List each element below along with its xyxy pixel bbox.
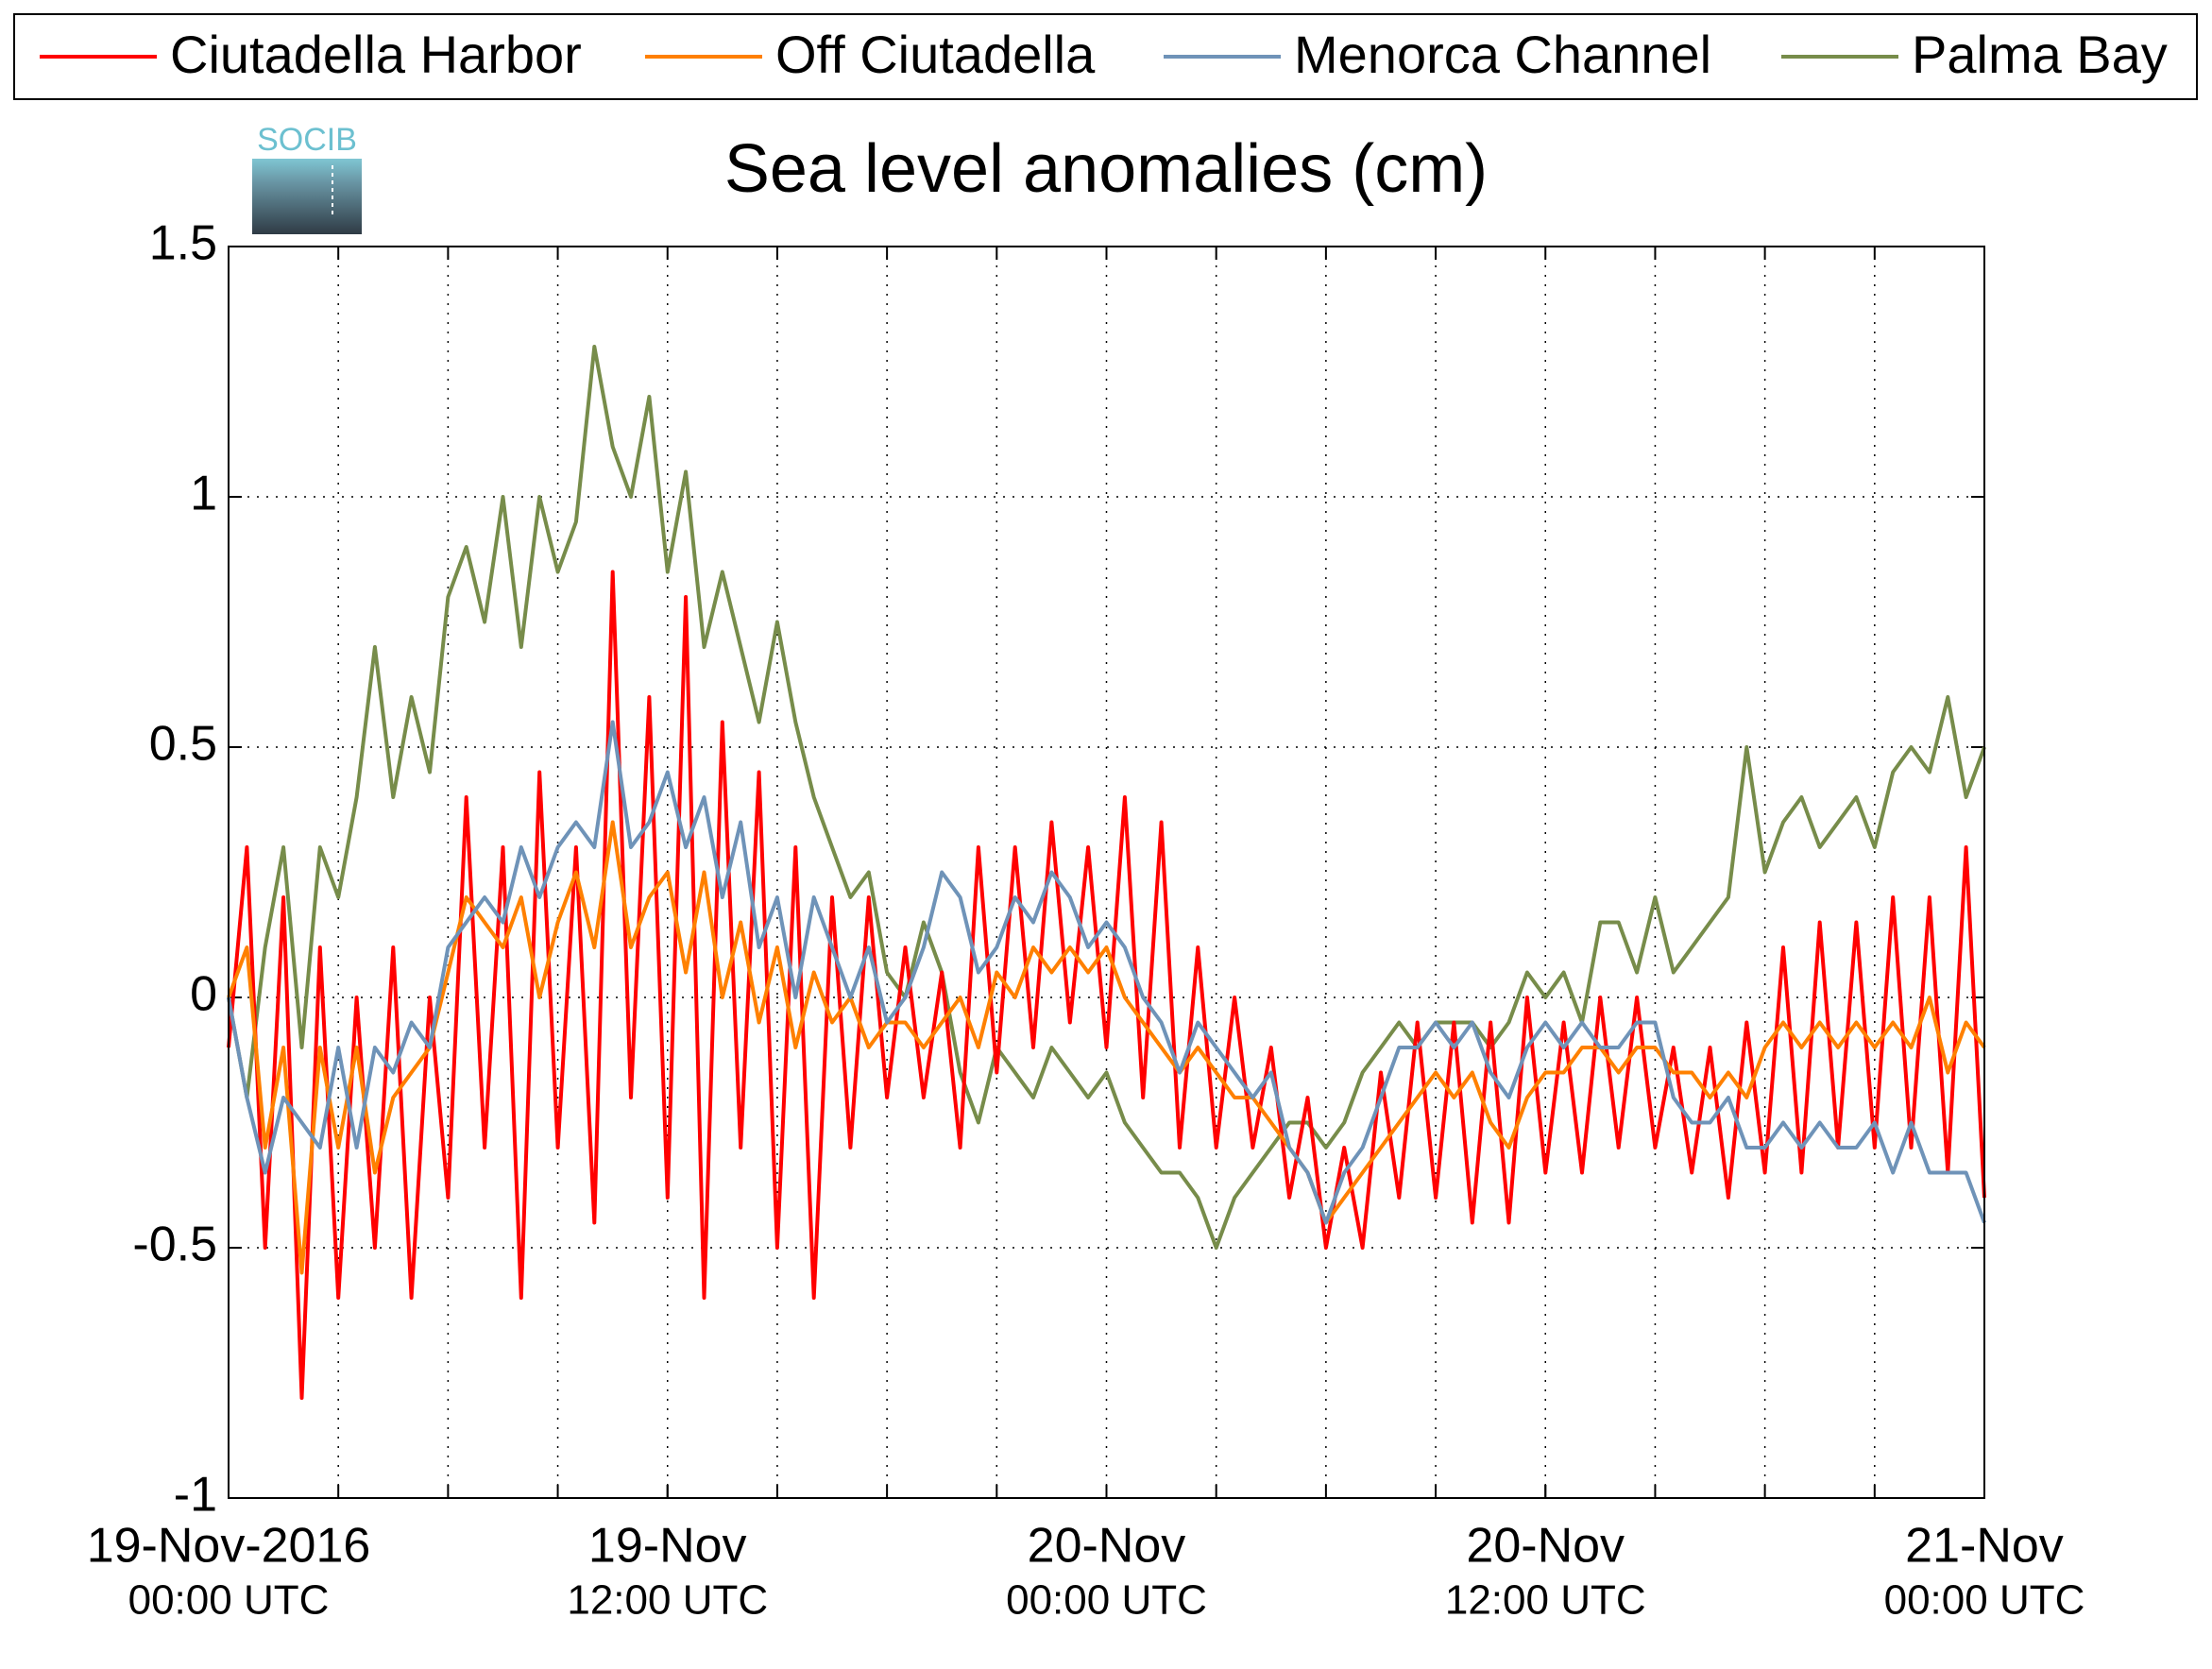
x-tick-label: 20-Nov — [1466, 1519, 1625, 1574]
x-tick-label: 20-Nov — [1028, 1519, 1186, 1574]
logo-text: SOCIB — [257, 122, 357, 158]
series-line — [227, 345, 1986, 1250]
legend-label: Palma Bay — [1912, 25, 2168, 84]
y-tick-label: -0.5 — [132, 1218, 217, 1272]
series-line — [227, 720, 1986, 1225]
y-tick-label: 1 — [190, 467, 217, 521]
x-tick-sublabel: 12:00 UTC — [567, 1577, 768, 1624]
series-line — [227, 820, 1986, 1275]
legend-label: Off Ciutadella — [775, 25, 1096, 84]
y-tick-label: 1.5 — [149, 216, 217, 271]
series-line — [227, 570, 1986, 1400]
x-tick-label: 21-Nov — [1905, 1519, 2064, 1574]
x-tick-sublabel: 00:00 UTC — [1884, 1577, 2085, 1624]
y-tick-label: 0.5 — [149, 717, 217, 772]
plot-frame — [228, 246, 1985, 1499]
legend-label: Menorca Channel — [1294, 25, 1711, 84]
logo-image — [252, 159, 362, 234]
x-tick-label: 19-Nov-2016 — [87, 1519, 371, 1574]
y-tick-label: -1 — [174, 1468, 217, 1523]
x-tick-label: 19-Nov — [588, 1519, 747, 1574]
x-tick-sublabel: 12:00 UTC — [1445, 1577, 1646, 1624]
logo: SOCIB — [252, 122, 362, 234]
legend-label: Ciutadella Harbor — [170, 25, 582, 84]
y-tick-label: 0 — [190, 967, 217, 1022]
chart-title: Sea level anomalies (cm) — [724, 131, 1488, 207]
x-tick-sublabel: 00:00 UTC — [128, 1577, 330, 1624]
x-tick-sublabel: 00:00 UTC — [1006, 1577, 1207, 1624]
